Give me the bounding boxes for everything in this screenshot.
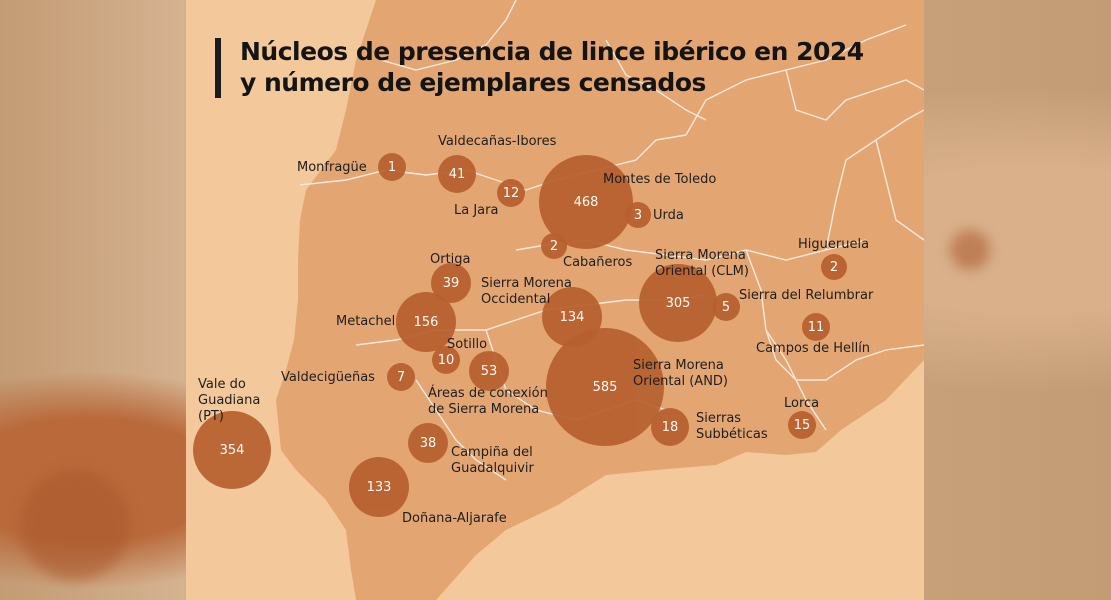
bubble-sierra-del-relumbrar: 5: [712, 293, 740, 321]
bubble-vale-do-guadiana: 354: [193, 411, 271, 489]
label-campos-de-hellin: Campos de Hellín: [756, 341, 871, 356]
label-sierra-morena-oriental-clm: Sierra Morena Oriental (CLM): [655, 248, 749, 279]
map-title: Núcleos de presencia de lince ibérico en…: [240, 37, 864, 97]
label-cabaneros: Cabañeros: [563, 255, 633, 270]
bubble-campos-de-hellin: 11: [802, 313, 830, 341]
label-areas-de-conexion: Áreas de conexión de Sierra Morena: [428, 386, 548, 417]
label-sotillo: Sotillo: [447, 337, 488, 352]
label-monfrague: Monfragüe: [297, 160, 367, 175]
label-la-jara: La Jara: [454, 203, 499, 218]
label-sierra-morena-occidental: Sierra Morena Occidental: [481, 276, 572, 307]
bubble-campina-del-guadalquivir: 38: [408, 423, 448, 463]
label-sierras-subbeticas: Sierras Subbéticas: [696, 411, 768, 442]
bubble-sierra-morena-oriental-and: 585: [546, 328, 664, 446]
label-sierra-morena-oriental-and: Sierra Morena Oriental (AND): [633, 358, 729, 389]
label-valdecanas-ibores: Valdecañas-Ibores: [438, 134, 557, 149]
bubble-la-jara: 12: [497, 179, 525, 207]
bubble-donana-aljarafe: 133: [349, 457, 409, 517]
bubble-cabaneros: 2: [541, 233, 567, 259]
bubble-sierras-subbeticas: 18: [651, 408, 689, 446]
bubble-sierra-morena-oriental-clm: 305: [639, 264, 717, 342]
label-urda: Urda: [653, 208, 684, 223]
label-campina-del-guadalquivir: Campiña del Guadalquivir: [451, 445, 534, 476]
label-valdeciguenas: Valdecigüeñas: [281, 370, 375, 385]
label-lorca: Lorca: [784, 396, 820, 411]
label-montes-de-toledo: Montes de Toledo: [603, 172, 717, 187]
bubble-areas-de-conexion-53: 53: [469, 351, 509, 391]
bubble-monfrague: 1: [378, 153, 406, 181]
label-metachel: Metachel: [336, 314, 396, 329]
bubble-lorca: 15: [788, 411, 816, 439]
label-ortiga: Ortiga: [430, 252, 471, 267]
label-sierra-del-relumbrar: Sierra del Relumbrar: [739, 288, 874, 303]
bubble-valdecanas-ibores: 41: [438, 155, 476, 193]
bubble-metachel: 156: [396, 292, 456, 352]
bubble-higueruela: 2: [821, 254, 847, 280]
bubble-sotillo: 10: [432, 346, 460, 374]
bubble-urda: 3: [625, 202, 651, 228]
label-higueruela: Higueruela: [798, 237, 870, 252]
label-vale-do-guadiana: Vale do Guadiana (PT): [198, 377, 261, 424]
title-accent-bar: [215, 38, 221, 98]
bubble-valdeciguenas: 7: [387, 363, 415, 391]
label-donana-aljarafe: Doñana-Aljarafe: [402, 511, 507, 526]
